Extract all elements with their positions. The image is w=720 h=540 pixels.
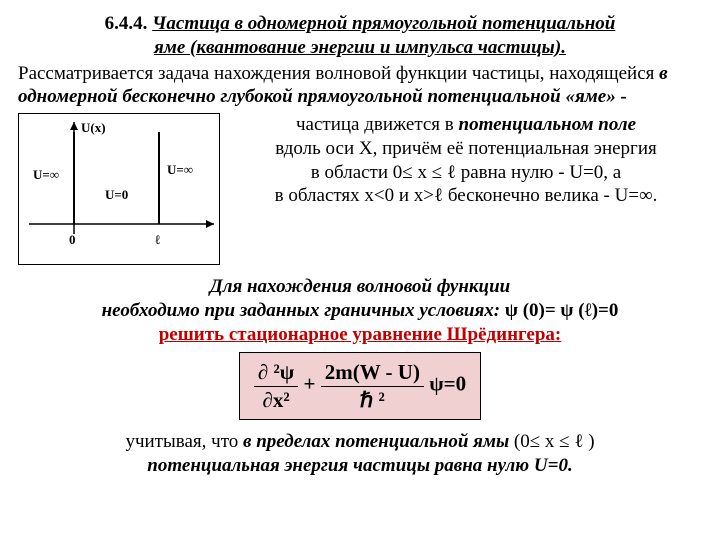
origin-label: 0 (69, 232, 76, 247)
footer-2: потенциальная энергия частицы равна нулю… (147, 455, 572, 476)
well-svg: U(x) U=∞ U=∞ U=0 0 ℓ (19, 114, 219, 264)
footer-1b: в пределах потенциальной ямы (243, 431, 509, 452)
eq-tail: ψ=0 (429, 372, 466, 396)
mid-line2a: необходимо при заданных граничных услови… (102, 300, 501, 321)
frac2-num: 2m(W - U) (321, 359, 424, 386)
equation-row: ∂ ²ψ ∂x² + 2m(W - U) ℏ ² ψ=0 (18, 346, 702, 426)
title-block: 6.4.4. Частица в одномерной прямоугольно… (18, 12, 702, 60)
right-infinity-label: U=∞ (167, 162, 193, 177)
mid-line3: решить стационарное уравнение Шрёдингера… (159, 324, 562, 345)
footer-block: учитывая, что в пределах потенциальной я… (18, 430, 702, 478)
potential-well-figure: U(x) U=∞ U=∞ U=0 0 ℓ (18, 113, 220, 265)
mid-line1: Для нахождения волновой функции (210, 276, 511, 297)
beside-1b: потенциальном поле (459, 114, 637, 135)
beside-1a: частица движется в (296, 114, 459, 135)
intro-paragraph: Рассматривается задача нахождения волнов… (18, 62, 702, 110)
frac1-num: ∂ ²ψ (254, 359, 298, 386)
plus-sign: + (303, 372, 320, 396)
footer-1c: (0≤ x ≤ ℓ ) (509, 431, 594, 452)
title-line-1: Частица в одномерной прямоугольной потен… (152, 13, 615, 34)
intro-lead: Рассматривается задача нахождения волнов… (18, 63, 659, 84)
mid-block: Для нахождения волновой функции необходи… (18, 275, 702, 346)
mid-line2b: ψ (0)= ψ (ℓ)=0 (500, 300, 618, 321)
schrodinger-equation: ∂ ²ψ ∂x² + 2m(W - U) ℏ ² ψ=0 (239, 352, 481, 420)
footer-1a: учитывая, что (125, 431, 243, 452)
frac-2: 2m(W - U) ℏ ² (321, 359, 424, 413)
frac-1: ∂ ²ψ ∂x² (254, 359, 298, 413)
beside-3: в области 0≤ x ≤ ℓ равна нулю - U=0, а (311, 162, 621, 183)
beside-4: в областях x<0 и x>ℓ бесконечно велика -… (275, 185, 658, 206)
frac1-den: ∂x² (254, 387, 298, 413)
ell-label: ℓ (154, 232, 160, 247)
title-line-2: яме (квантование энергии и импульса част… (154, 37, 566, 58)
frac2-den: ℏ ² (321, 387, 424, 413)
beside-2: вдоль оси X, причём её потенциальная эне… (275, 138, 657, 159)
section-number: 6.4.4. (105, 13, 148, 34)
zero-potential-label: U=0 (105, 187, 128, 202)
left-infinity-label: U=∞ (33, 167, 59, 182)
y-axis-label: U(x) (81, 120, 106, 135)
